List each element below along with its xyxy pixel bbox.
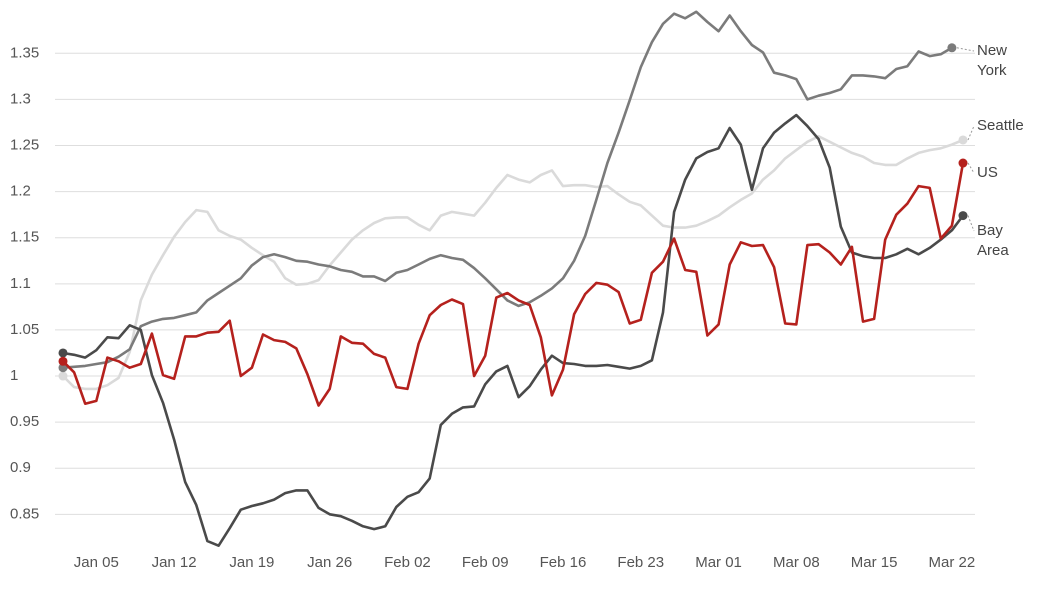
x-tick-label: Mar 15 <box>851 554 898 571</box>
x-tick-label: Feb 23 <box>617 554 664 571</box>
x-tick-label: Feb 09 <box>462 554 509 571</box>
y-tick-label: 1.15 <box>10 229 39 246</box>
series-label: Bay Area <box>977 222 1009 259</box>
y-tick-label: 1.3 <box>10 90 31 107</box>
end-dot <box>947 43 957 53</box>
series-label: Seattle <box>977 117 1024 134</box>
leader-line <box>967 125 975 141</box>
series-label: US <box>977 164 998 181</box>
end-dot <box>958 135 968 145</box>
series-line <box>62 162 965 407</box>
x-tick-label: Jan 12 <box>152 554 197 571</box>
end-dot <box>58 356 68 366</box>
y-tick-label: 1.1 <box>10 275 31 292</box>
series-label: New York <box>977 42 1008 79</box>
x-tick-label: Jan 19 <box>229 554 274 571</box>
x-tick-label: Jan 05 <box>74 554 119 571</box>
leader-line <box>956 47 975 52</box>
y-tick-label: 0.85 <box>10 505 39 522</box>
y-tick-label: 1.05 <box>10 321 39 338</box>
series-line <box>62 10 953 369</box>
y-tick-label: 0.9 <box>10 459 31 476</box>
leader-line <box>967 215 975 232</box>
y-tick-label: 1 <box>10 367 18 384</box>
end-dot <box>58 348 68 358</box>
x-tick-label: Jan 26 <box>307 554 352 571</box>
x-tick-label: Mar 22 <box>929 554 976 571</box>
x-tick-label: Feb 02 <box>384 554 431 571</box>
x-tick-label: Mar 08 <box>773 554 820 571</box>
y-tick-label: 1.2 <box>10 183 31 200</box>
end-dot <box>958 211 968 221</box>
end-dot <box>58 371 68 381</box>
x-tick-label: Feb 16 <box>540 554 587 571</box>
y-tick-label: 1.25 <box>10 136 39 153</box>
y-tick-label: 1.35 <box>10 44 39 61</box>
series-line <box>62 113 965 547</box>
series-line <box>62 135 964 391</box>
end-dot <box>958 158 968 168</box>
end-dot <box>58 363 68 373</box>
leader-line <box>967 162 975 174</box>
y-tick-label: 0.95 <box>10 413 39 430</box>
x-tick-label: Mar 01 <box>695 554 742 571</box>
